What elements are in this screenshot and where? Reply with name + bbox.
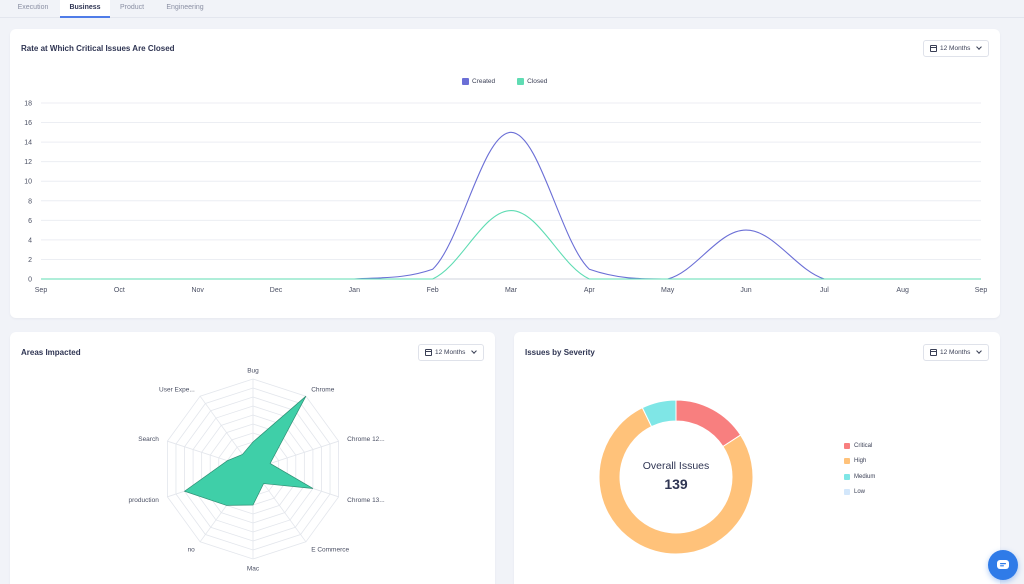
- period-dropdown[interactable]: 12 Months: [923, 344, 989, 361]
- period-label: 12 Months: [940, 349, 971, 356]
- donut-slice-critical[interactable]: [675, 399, 742, 448]
- tab-product[interactable]: Product: [119, 4, 145, 11]
- donut-center-value: 139: [664, 476, 688, 492]
- legend-item-created[interactable]: Created: [462, 78, 495, 85]
- legend-label: Low: [854, 489, 866, 496]
- donut-legend: Critical High Medium Low: [844, 438, 875, 500]
- legend-swatch: [844, 442, 850, 449]
- chart-legend: Created Closed: [462, 78, 569, 85]
- legend-item-high[interactable]: High: [844, 454, 875, 470]
- period-dropdown[interactable]: 12 Months: [418, 344, 484, 361]
- critical-issues-card: Rate at Which Critical Issues Are Closed…: [10, 29, 1000, 318]
- y-tick-label: 10: [24, 179, 32, 186]
- period-label: 12 Months: [435, 349, 466, 356]
- period-label: 12 Months: [940, 45, 971, 52]
- donut-slice-high[interactable]: [598, 407, 754, 555]
- chat-icon: [997, 560, 1009, 569]
- legend-item-low[interactable]: Low: [844, 485, 875, 501]
- calendar-icon: [425, 349, 432, 356]
- tab-execution[interactable]: Execution: [17, 4, 49, 11]
- x-tick-label: Jan: [349, 287, 360, 294]
- y-tick-label: 8: [28, 198, 32, 205]
- card-title: Areas Impacted: [21, 348, 81, 357]
- legend-item-closed[interactable]: Closed: [517, 78, 547, 85]
- tab-engineering[interactable]: Engineering: [166, 4, 204, 11]
- legend-item-medium[interactable]: Medium: [844, 469, 875, 485]
- line-chart: 0 2 4 6 8 10 12 14 16 18 Sep Oct Nov Dec Jan Feb Mar Apr M…: [24, 101, 988, 295]
- calendar-icon: [930, 349, 937, 356]
- radar-axis-label: Search: [138, 436, 159, 443]
- radar-axis-label: Bug: [247, 368, 259, 375]
- legend-swatch: [517, 78, 525, 85]
- legend-label: Created: [472, 78, 496, 85]
- card-title: Rate at Which Critical Issues Are Closed: [21, 44, 175, 53]
- y-tick-label: 12: [24, 159, 32, 166]
- series-line-created: [40, 131, 981, 280]
- legend-label: Closed: [527, 78, 548, 85]
- x-tick-label: Sep: [35, 287, 48, 294]
- x-tick-label: Dec: [270, 287, 283, 294]
- chat-button[interactable]: [988, 550, 1018, 580]
- y-tick-label: 4: [28, 237, 32, 244]
- x-tick-label: Nov: [191, 287, 204, 294]
- radar-axis-label: Chrome 13...: [347, 497, 385, 504]
- radar-axis-label: Mac: [247, 566, 260, 573]
- x-tick-label: May: [661, 287, 675, 294]
- x-tick-label: Jun: [740, 287, 751, 294]
- radar-axis-label: Chrome 12...: [347, 436, 385, 443]
- donut-chart: [598, 399, 754, 555]
- radar-axis-label: no: [188, 547, 196, 554]
- x-tick-label: Aug: [896, 287, 909, 294]
- legend-item-critical[interactable]: Critical: [844, 438, 875, 454]
- y-tick-label: 0: [28, 277, 32, 284]
- calendar-icon: [930, 45, 937, 52]
- radar-axis-label: User Expe...: [159, 386, 195, 393]
- radar-axis-label: E Commerce: [311, 547, 349, 554]
- x-tick-label: Mar: [505, 287, 518, 294]
- x-tick-label: Oct: [114, 287, 125, 294]
- card-title: Issues by Severity: [525, 348, 595, 357]
- legend-swatch: [462, 78, 469, 85]
- x-tick-label: Feb: [427, 287, 439, 294]
- legend-label: Medium: [854, 473, 876, 480]
- radar-axis-label: Chrome: [311, 386, 335, 393]
- x-tick-label: Jul: [820, 287, 829, 294]
- donut-center-title: Overall Issues: [642, 460, 710, 472]
- y-tick-label: 6: [28, 218, 32, 225]
- areas-impacted-card: Areas Impacted 12 Months Bug Chrome Chrome…: [10, 332, 495, 584]
- radar-axis-label: production: [128, 497, 159, 504]
- legend-swatch: [844, 473, 850, 480]
- radar-chart: Bug Chrome Chrome 12... Chrome 13... E Comme…: [128, 368, 385, 573]
- period-dropdown[interactable]: 12 Months: [923, 40, 989, 57]
- y-tick-label: 2: [28, 257, 32, 264]
- legend-swatch: [844, 458, 850, 465]
- donut-center-label: Overall Issues 139: [626, 460, 726, 492]
- donut-slice-medium[interactable]: [641, 399, 677, 428]
- y-tick-label: 18: [24, 101, 32, 108]
- tab-business[interactable]: Business: [60, 0, 110, 18]
- radar-series-area: [183, 395, 314, 506]
- legend-label: High: [854, 458, 867, 465]
- legend-swatch: [844, 489, 850, 496]
- x-tick-label: Apr: [584, 287, 596, 294]
- y-tick-label: 14: [24, 140, 32, 147]
- tab-bar: Execution Business Product Engineering: [0, 0, 1024, 18]
- y-tick-label: 16: [24, 120, 32, 127]
- legend-label: Critical: [854, 442, 873, 449]
- x-tick-label: Sep: [975, 287, 988, 294]
- severity-card: Issues by Severity 12 Months Overall Iss…: [514, 332, 1000, 584]
